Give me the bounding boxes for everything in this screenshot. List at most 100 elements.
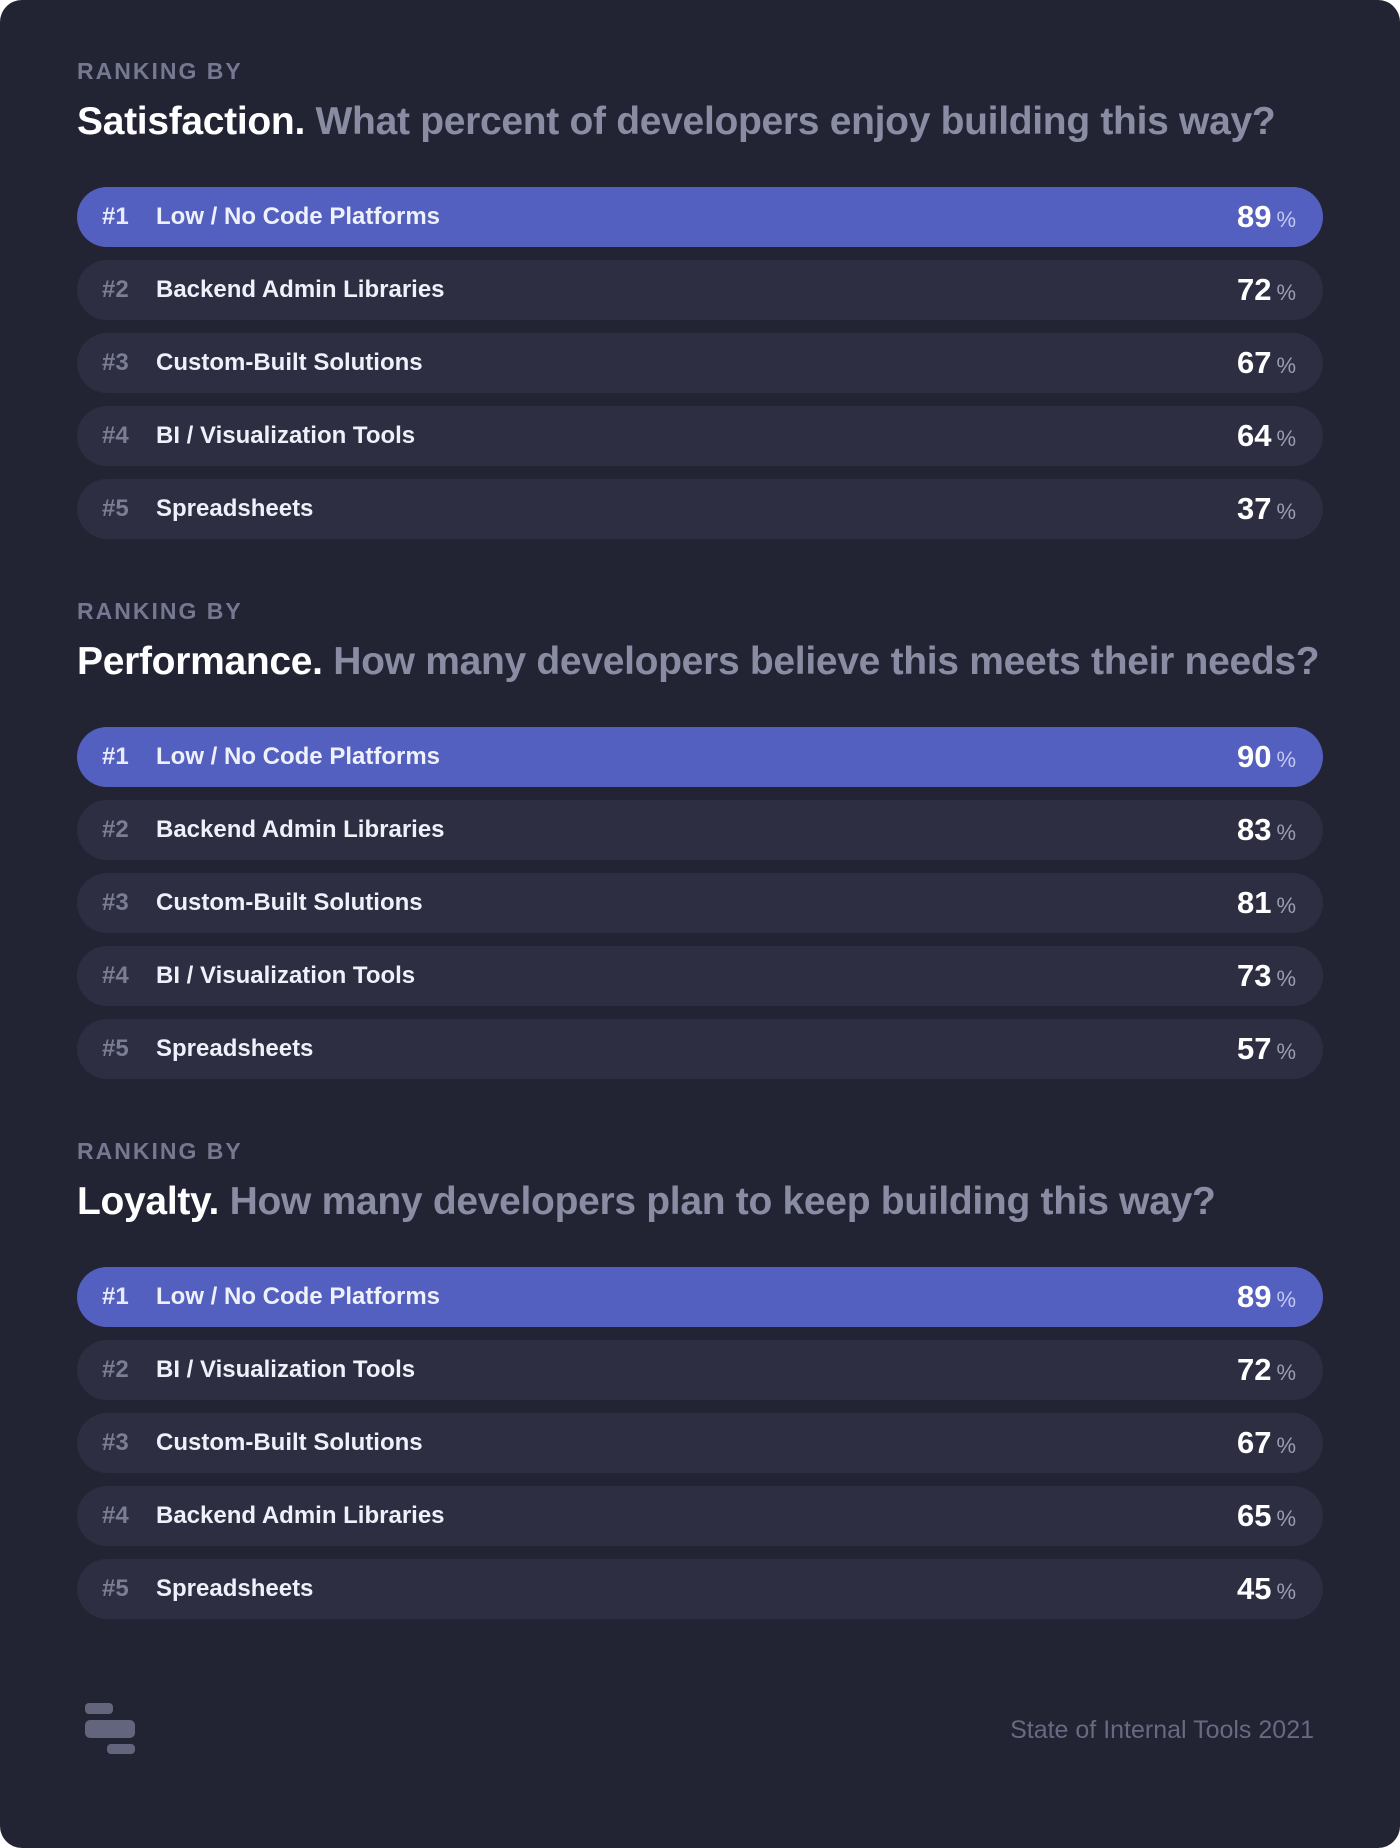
footer-caption: State of Internal Tools 2021 (1010, 1716, 1314, 1744)
value-number: 90 (1236, 739, 1272, 774)
category-label: Low / No Code Platforms (156, 203, 441, 230)
category-label: Custom-Built Solutions (156, 1429, 423, 1456)
ranking-list: #1 Low / No Code Platforms 89% #2 Backen… (77, 187, 1323, 552)
ranking-row: #1 Low / No Code Platforms 89% (77, 1267, 1323, 1327)
percent-value: 73% (1237, 958, 1296, 994)
ranking-row: #4 BI / Visualization Tools 64% (77, 406, 1323, 466)
metric-question: How many developers believe this meets t… (333, 640, 1320, 683)
rank-number: #2 (102, 816, 129, 843)
ranking-list: #1 Low / No Code Platforms 89% #2 BI / V… (77, 1267, 1323, 1632)
percent-value: 67% (1237, 345, 1296, 381)
category-label: Backend Admin Libraries (156, 276, 445, 303)
value-number: 67 (1236, 1425, 1272, 1460)
percent-value: 81% (1237, 885, 1296, 921)
category-label: Spreadsheets (156, 1575, 314, 1602)
rank-number: #4 (102, 962, 129, 989)
rank-number: #5 (102, 1575, 129, 1602)
ranking-row: #5 Spreadsheets 57% (77, 1019, 1323, 1079)
ranking-row: #3 Custom-Built Solutions 67% (77, 333, 1323, 393)
value-number: 45 (1236, 1571, 1272, 1606)
percent-value: 90% (1237, 739, 1296, 775)
section-title: Loyalty. How many developers plan to kee… (77, 1180, 1216, 1224)
ranking-row: #5 Spreadsheets 37% (77, 479, 1323, 539)
rank-number: #4 (102, 422, 129, 449)
category-label: BI / Visualization Tools (156, 962, 416, 989)
ranking-row: #1 Low / No Code Platforms 89% (77, 187, 1323, 247)
value-number: 73 (1236, 958, 1272, 993)
ranking-list: #1 Low / No Code Platforms 90% #2 Backen… (77, 727, 1323, 1092)
rank-number: #5 (102, 1035, 129, 1062)
percent-value: 72% (1237, 272, 1296, 308)
section-title: Satisfaction. What percent of developers… (77, 100, 1276, 144)
metric-question: What percent of developers enjoy buildin… (315, 100, 1276, 143)
category-label: Spreadsheets (156, 495, 314, 522)
value-number: 65 (1236, 1498, 1272, 1533)
category-label: BI / Visualization Tools (156, 422, 416, 449)
percent-sign: % (1276, 1506, 1296, 1531)
percent-value: 65% (1237, 1498, 1296, 1534)
value-number: 89 (1236, 199, 1272, 234)
percent-sign: % (1276, 280, 1296, 305)
ranking-row: #5 Spreadsheets 45% (77, 1559, 1323, 1619)
ranking-row: #2 Backend Admin Libraries 83% (77, 800, 1323, 860)
percent-sign: % (1276, 966, 1296, 991)
rank-number: #2 (102, 1356, 129, 1383)
value-number: 67 (1236, 345, 1272, 380)
retool-logo-icon (85, 1703, 135, 1754)
category-label: Spreadsheets (156, 1035, 314, 1062)
value-number: 81 (1236, 885, 1272, 920)
percent-value: 37% (1237, 491, 1296, 527)
section-title: Performance. How many developers believe… (77, 640, 1320, 684)
percent-sign: % (1276, 207, 1296, 232)
percent-sign: % (1276, 747, 1296, 772)
metric-name: Loyalty. (77, 1180, 220, 1223)
percent-value: 45% (1237, 1571, 1296, 1607)
percent-value: 83% (1237, 812, 1296, 848)
category-label: Low / No Code Platforms (156, 1283, 441, 1310)
rank-number: #1 (102, 743, 129, 770)
category-label: Backend Admin Libraries (156, 1502, 445, 1529)
category-label: Backend Admin Libraries (156, 816, 445, 843)
ranking-row: #1 Low / No Code Platforms 90% (77, 727, 1323, 787)
percent-sign: % (1276, 499, 1296, 524)
rank-number: #4 (102, 1502, 129, 1529)
value-number: 72 (1236, 272, 1272, 307)
metric-name: Performance. (77, 640, 323, 683)
value-number: 64 (1236, 418, 1272, 453)
rank-number: #1 (102, 1283, 129, 1310)
percent-value: 67% (1237, 1425, 1296, 1461)
percent-value: 89% (1237, 199, 1296, 235)
rank-number: #3 (102, 1429, 129, 1456)
rank-number: #3 (102, 349, 129, 376)
ranking-row: #2 Backend Admin Libraries 72% (77, 260, 1323, 320)
value-number: 83 (1236, 812, 1272, 847)
section-kicker: RANKING BY (77, 598, 243, 624)
percent-sign: % (1276, 893, 1296, 918)
rank-number: #5 (102, 495, 129, 522)
category-label: Custom-Built Solutions (156, 889, 423, 916)
value-number: 72 (1236, 1352, 1272, 1387)
percent-sign: % (1276, 1579, 1296, 1604)
percent-value: 64% (1237, 418, 1296, 454)
ranking-row: #4 Backend Admin Libraries 65% (77, 1486, 1323, 1546)
category-label: BI / Visualization Tools (156, 1356, 416, 1383)
percent-sign: % (1276, 1433, 1296, 1458)
value-number: 37 (1236, 491, 1272, 526)
rank-number: #2 (102, 276, 129, 303)
ranking-row: #3 Custom-Built Solutions 81% (77, 873, 1323, 933)
percent-value: 57% (1237, 1031, 1296, 1067)
rank-number: #3 (102, 889, 129, 916)
percent-sign: % (1276, 1039, 1296, 1064)
ranking-row: #3 Custom-Built Solutions 67% (77, 1413, 1323, 1473)
section-kicker: RANKING BY (77, 1138, 243, 1164)
category-label: Custom-Built Solutions (156, 349, 423, 376)
percent-sign: % (1276, 426, 1296, 451)
section-kicker: RANKING BY (77, 58, 243, 84)
value-number: 89 (1236, 1279, 1272, 1314)
value-number: 57 (1236, 1031, 1272, 1066)
metric-name: Satisfaction. (77, 100, 305, 143)
metric-question: How many developers plan to keep buildin… (229, 1180, 1216, 1223)
rank-number: #1 (102, 203, 129, 230)
ranking-row: #4 BI / Visualization Tools 73% (77, 946, 1323, 1006)
